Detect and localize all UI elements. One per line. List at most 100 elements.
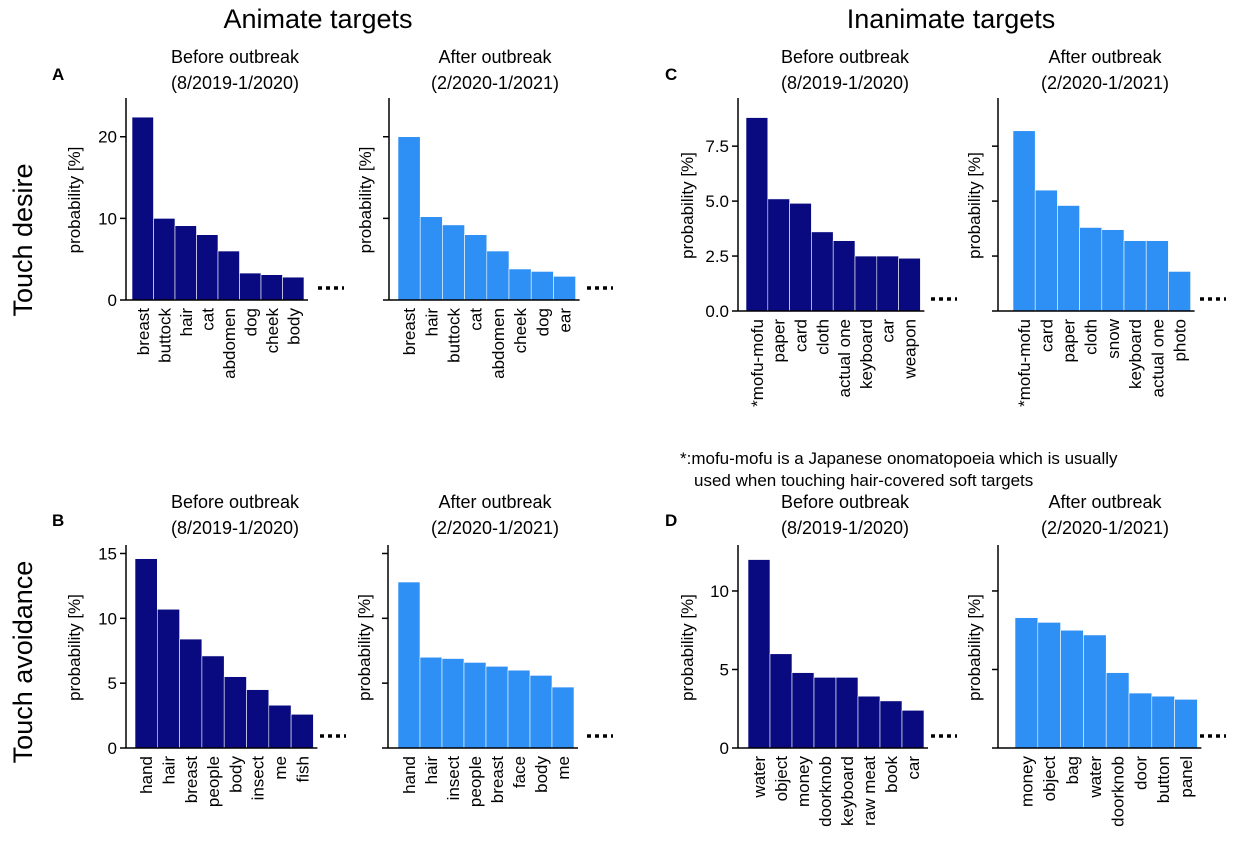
chart-panel-1: 0 10 20 breast buttock hair cat abdomen dog cheek… [52,47,344,379]
y-tick-label: 2.5 [705,247,729,266]
bar [223,676,247,749]
row-header-touch-desire: Touch desire [8,163,38,316]
panel-letter: D [665,511,677,530]
chart-panel-4: *mofu-mofu card paper cloth snow keyboard actu… [965,47,1226,407]
bar [463,662,487,749]
x-category-label: car [904,756,923,780]
y-tick-label: 7.5 [705,137,729,156]
y-axis-label: probability [%] [965,152,984,259]
y-tick-label: 0.0 [705,302,729,321]
x-category-label: weapon [901,319,920,380]
x-category-label: water [750,756,769,799]
bar [879,700,903,749]
x-category-label: card [792,319,811,352]
x-category-label: me [271,756,290,780]
x-category-label: cloth [1082,319,1101,355]
bar [196,234,219,301]
x-category-label: cat [198,308,217,331]
bar [246,689,270,749]
chart-panel-3: 0.0 2.5 5.0 7.5 *mofu-mofu paper card cloth actu… [665,47,957,407]
panel-title: Before outbreak [171,47,300,67]
bar [282,276,305,301]
x-category-label: people [204,756,223,807]
x-category-label: money [1017,756,1036,808]
bar [898,257,921,312]
bar [1151,695,1175,749]
bar [1057,205,1080,312]
bar [201,655,225,749]
x-category-label: keyboard [1126,319,1145,389]
x-category-label: abdomen [489,308,508,379]
x-category-label: cheek [263,308,282,354]
y-tick-label: 0 [108,739,117,758]
panel-subtitle: (8/2019-1/2020) [171,73,299,93]
y-tick-label: 10 [98,609,117,628]
panel-subtitle: (2/2020-1/2021) [431,73,559,93]
panel-title: After outbreak [1048,47,1162,67]
x-category-label: hand [137,756,156,794]
bar [791,672,815,749]
x-category-label: body [532,756,551,793]
x-category-label: book [882,756,901,793]
bar [239,272,262,301]
bar [217,250,240,301]
bar [260,274,283,301]
bar [1145,240,1169,312]
x-category-label: paper [770,319,789,363]
bar [464,234,488,301]
bar [442,224,465,301]
panel-title: Before outbreak [781,47,910,67]
bar [530,271,554,301]
chart-panel-7: 0 5 10 water object money doorknob keyboard raw … [665,492,957,827]
panel-letter: B [52,511,64,530]
y-axis-label: probability [%] [355,594,374,701]
panel-subtitle: (8/2019-1/2020) [171,518,299,538]
x-category-label: actual one [1148,319,1167,397]
column-header-animate: Animate targets [223,4,412,34]
panel-subtitle: (8/2019-1/2020) [781,518,909,538]
x-category-label: body [284,308,303,345]
panel-title: After outbreak [438,47,552,67]
bar [551,686,575,749]
x-category-label: buttock [155,308,174,363]
x-category-label: breast [488,756,507,804]
bar [290,713,314,749]
y-axis-label: probability [%] [356,147,375,254]
bar [1123,240,1147,312]
y-tick-label: 10 [98,209,117,228]
bar [508,268,532,301]
bar [268,704,292,749]
y-axis-label: probability [%] [65,594,84,701]
x-category-label: hair [177,308,196,337]
y-tick-label: 5.0 [705,192,729,211]
panel-subtitle: (2/2020-1/2021) [1041,518,1169,538]
panel-subtitle: (2/2020-1/2021) [431,518,559,538]
x-category-label: photo [1171,319,1190,362]
bar [1101,229,1125,312]
y-axis-label: probability [%] [678,594,697,701]
y-axis-label: probability [%] [965,594,984,701]
bar [767,198,790,312]
bar [813,677,837,749]
bar [901,710,925,749]
x-category-label: money [794,756,813,808]
bar [419,216,443,301]
bar [1060,629,1084,749]
y-axis-label: probability [%] [678,152,697,259]
bar [857,695,881,749]
bar [747,559,771,749]
x-category-label: object [1040,756,1059,802]
bar [1168,271,1191,312]
x-category-label: body [226,756,245,793]
chart-panel-8: money object bag water doorknob door button pan… [965,492,1226,827]
x-category-label: door [1131,756,1150,790]
y-tick-label: 5 [720,660,729,679]
x-category-label: insect [444,756,463,801]
bar [529,675,553,749]
x-category-label: snow [1104,318,1123,358]
x-category-label: hair [422,756,441,785]
bar [854,255,878,312]
bar [1037,622,1061,749]
column-header-inanimate: Inanimate targets [847,4,1056,34]
bar [1034,189,1058,312]
